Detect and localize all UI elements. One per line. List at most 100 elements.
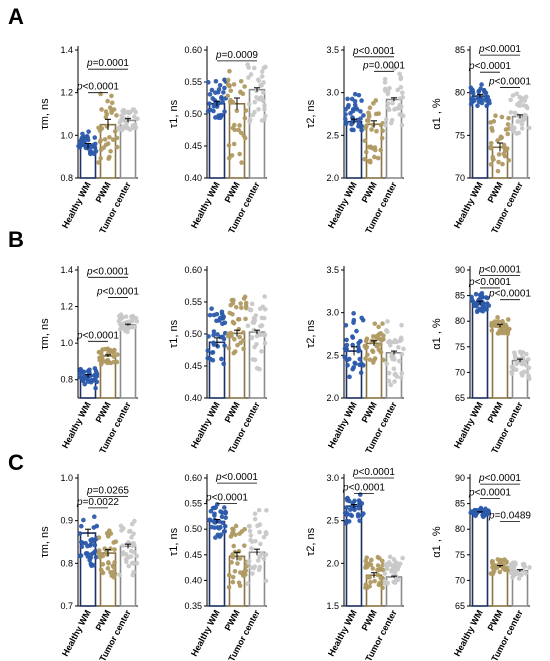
data-point [96,160,101,165]
data-point [345,362,350,368]
data-point [374,343,380,349]
data-point [367,584,372,589]
p-value-label: p<0.0001 [488,289,531,300]
data-point [131,531,136,537]
data-point [262,332,268,337]
data-point [226,156,232,161]
data-point [124,120,130,125]
y-tick-label: 0.55 [184,77,202,87]
data-point [102,546,108,551]
x-tick-label: Healthy WM [60,400,93,450]
y-tick-label: 80 [455,316,465,326]
data-point [121,124,126,129]
y-tick-label: 2.5 [326,130,339,140]
data-point [527,565,532,570]
data-point [110,137,116,143]
data-point [387,338,392,344]
data-point [257,366,262,372]
y-tick-label: 0.8 [60,375,73,385]
data-point [252,109,257,115]
data-point [237,123,242,128]
bar-2 [228,102,246,179]
data-point [221,505,227,510]
data-point [258,332,264,338]
bar-3 [248,331,266,399]
data-point [350,366,355,372]
data-point [475,103,480,109]
data-point [206,80,211,85]
data-point [352,91,358,97]
data-point [252,516,258,522]
y-axis-label: τm, ns [39,98,51,130]
data-point [103,109,109,114]
data-point [380,321,385,326]
data-point [87,543,93,548]
data-point [134,560,140,566]
data-point [226,584,232,590]
data-point [230,526,235,532]
data-point [484,306,489,312]
data-point [109,93,114,99]
data-point [93,385,98,391]
x-tick-label: PWM [486,400,505,424]
data-point [118,117,124,123]
data-point [398,335,404,341]
x-tick-label: Healthy WM [452,608,485,658]
data-point [360,317,366,323]
data-point [380,585,385,591]
data-point [111,564,116,570]
p-value-label: p=0.0001 [86,58,129,69]
data-point [215,525,220,530]
data-point [399,122,405,128]
p-value-label: p<0.0001 [488,77,531,88]
data-point [92,542,98,548]
data-point [215,90,221,95]
data-point [109,110,114,115]
data-point [126,555,131,560]
data-point [518,99,524,104]
data-point [488,140,494,146]
data-point [509,364,515,370]
chart-c-2: 0.35 0.40 0.45 0.50 0.55 0.60 τ1, ns Healthy WM… [168,472,269,661]
data-point [350,107,356,112]
data-point [129,324,135,330]
x-tick-label: PWM [360,400,379,424]
data-point [252,344,257,350]
data-point [365,352,370,358]
data-point [213,505,218,510]
data-point [380,558,385,564]
data-point [386,378,392,384]
y-tick-label: 80 [455,88,465,98]
data-point [343,112,348,117]
data-point [491,568,497,574]
panel-letter-c: C [8,450,24,475]
p-value-label: p<0.0001 [468,277,511,288]
data-point [363,356,368,361]
data-point [125,125,131,131]
data-point [112,129,118,134]
bar-1 [471,95,489,179]
x-tick-label: PWM [223,400,242,424]
data-point [126,563,132,569]
data-point [259,551,265,557]
data-point [100,570,106,576]
data-point [356,344,361,350]
data-point [478,295,483,301]
data-point [522,564,527,569]
data-point [212,517,218,523]
data-point [232,568,238,574]
data-point [368,579,373,585]
data-point [349,513,355,519]
data-point [520,373,525,378]
data-point [230,579,236,585]
y-tick-label: 1.0 [60,130,73,140]
data-point [262,113,268,119]
data-point [501,151,507,156]
data-point [210,350,215,355]
data-point [258,323,263,329]
p-value-label: p<0.0001 [76,82,119,93]
